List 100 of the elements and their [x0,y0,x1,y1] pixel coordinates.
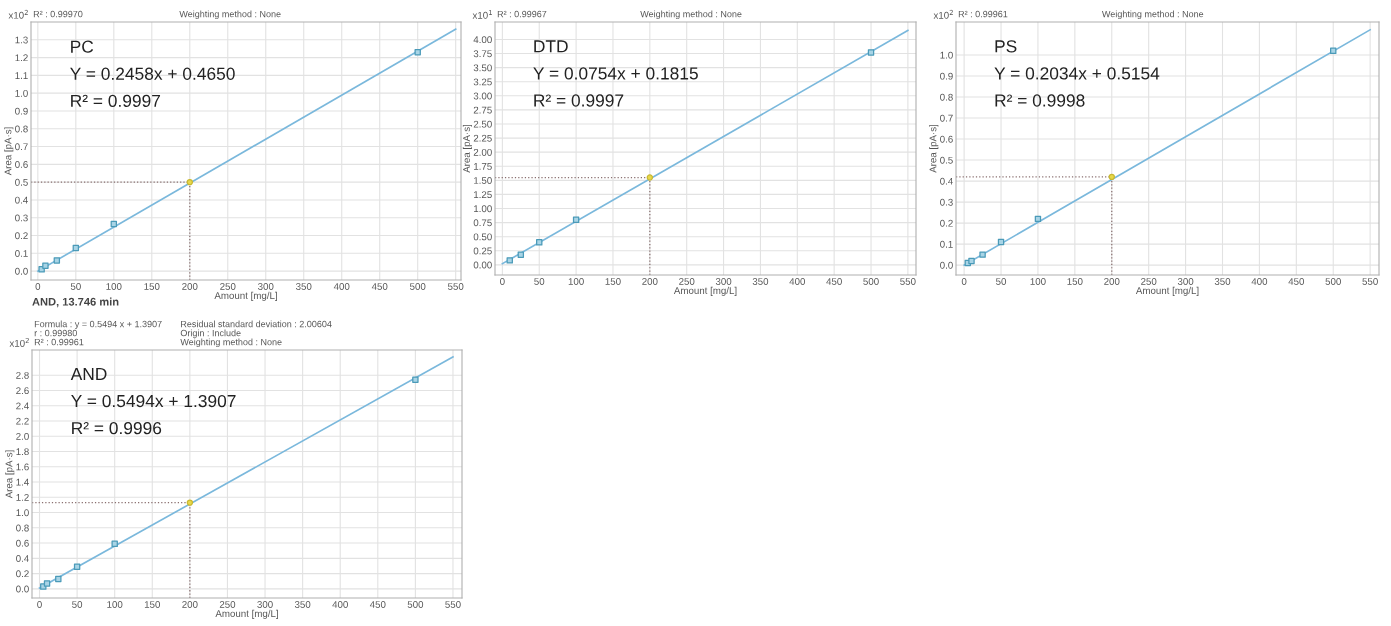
point [72,244,80,252]
y-tick-label: 0.7 [940,114,953,122]
point [997,238,1005,246]
y-tick-label: 0.5 [15,178,28,186]
annotation: R² = 0.9998 [995,94,1085,107]
x-axis-title: Amount [mg/L] [1135,286,1199,296]
y-tick-label: 0.8 [16,524,29,532]
x-tick-label: 250 [220,283,236,290]
point [1330,47,1337,55]
y-tick-label: 1.0 [16,509,29,517]
annotation: DTD [534,40,568,53]
x-tick-label: 350 [294,601,311,608]
y-tick-label: 1.0 [940,51,953,59]
text: R² : 0.99970 [33,10,83,18]
y-tick-label: 0.75 [473,219,492,227]
chart-title: AND, 13.746 min [32,297,119,308]
y-tick-label: 0.0 [940,261,953,269]
y-tick-label: 0.6 [940,135,953,143]
y-tick-label: 0.3 [940,198,953,206]
x-tick-label: 50 [70,283,81,290]
point [1108,173,1115,181]
x-tick-label: 300 [715,278,732,285]
y-tick-label: 2.0 [16,432,29,440]
y-tick-label: 0.2 [16,570,29,578]
text: Weighting method : None [640,10,742,19]
y-tick-label: 3.25 [473,78,492,86]
x-tick-label: 150 [144,283,160,290]
annotation: AND [70,368,107,380]
x-tick-label: 150 [1067,278,1083,285]
x-tick-label: 200 [182,283,198,290]
y-tick-label: 2.50 [473,120,492,128]
y-tick-label: 2.25 [473,134,492,142]
y-tick-label: 0.1 [940,240,953,248]
y-tick-label: 1.2 [16,494,29,501]
y-tick-label: 0.9 [940,72,953,80]
annotation: PC [71,40,94,53]
point [186,178,194,186]
y-tick-label: 0.7 [15,143,28,151]
annotation: PS [995,40,1017,53]
y-tick-label: 0.0 [15,267,28,275]
y-tick-label: 0.1 [15,250,28,257]
text: R² : 0.99961 [958,10,1008,18]
y-tick-label: 0.0 [16,585,29,593]
text: Residual standard deviation : 2.00604 [181,320,332,328]
y-tick-label: 1.2 [15,54,28,62]
y-tick-label: 0.4 [940,177,953,185]
y-tick-label: 1.1 [15,72,28,79]
x-tick-label: 0 [37,601,42,608]
point [53,257,61,264]
y-tick-label: 0.5 [940,156,953,164]
x-tick-label: 450 [371,283,388,290]
y-tick-label: 0.4 [15,196,28,204]
x-tick-label: 350 [296,283,312,290]
y-tick-label: 0.2 [15,232,28,240]
y-tick-label: 2.4 [16,402,29,410]
y-tick-label: 0.6 [16,539,29,547]
text: Formula : y = 0.5494 x + 1.3907 [34,320,162,329]
x-tick-label: 500 [409,283,426,290]
y-tick-label: 0.25 [473,247,492,255]
text: Origin : Include [180,329,241,338]
y-tick-label: 2.2 [16,417,29,425]
y-axis-title: Area [pA·s] [929,124,939,173]
x-tick-label: 150 [605,278,621,285]
x-tick-label: 50 [996,278,1007,285]
x-tick-label: 100 [1030,278,1046,285]
point [646,174,654,181]
y-tick-label: 0.9 [15,107,28,115]
x-tick-label: 250 [1141,278,1157,285]
x-tick-label: 350 [752,278,769,285]
y-tick-label: 1.0 [15,89,28,97]
x-tick-label: 450 [826,278,842,285]
annotation: Y = 0.0754x + 0.1815 [533,67,698,80]
y-tick-label: 2.75 [473,106,492,114]
x-tick-label: 250 [679,278,695,285]
x-tick-label: 100 [568,278,584,285]
y-tick-label: 0.6 [15,161,28,168]
y-tick-label: 0.4 [16,555,29,562]
y-tick-label: 1.6 [16,463,29,471]
x-tick-label: 300 [258,283,274,290]
point [517,251,525,258]
point [979,251,986,258]
x-axis-title: Amount [mg/L] [673,286,737,296]
y-tick-label: 0.00 [473,261,492,269]
text: r : 0.99980 [34,329,77,337]
y-tick-label: 1.75 [474,163,492,170]
x-axis-title: Amount [mg/L] [215,609,278,619]
x-tick-label: 550 [1362,278,1378,285]
x-tick-label: 250 [219,601,236,608]
annotation: R² = 0.9996 [72,422,162,435]
point [55,575,62,583]
x-tick-label: 50 [72,601,83,608]
x-tick-label: 450 [369,601,386,608]
y-tick-label: 1.4 [16,478,29,486]
y-tick-label: 0.50 [473,233,492,241]
y-tick-label: 1.3 [15,36,28,44]
point [73,563,81,570]
text: Weighting method : None [180,338,282,347]
y-tick-label: 3.00 [473,92,492,100]
point [111,540,118,548]
y-tick-label: 0.3 [15,214,28,222]
